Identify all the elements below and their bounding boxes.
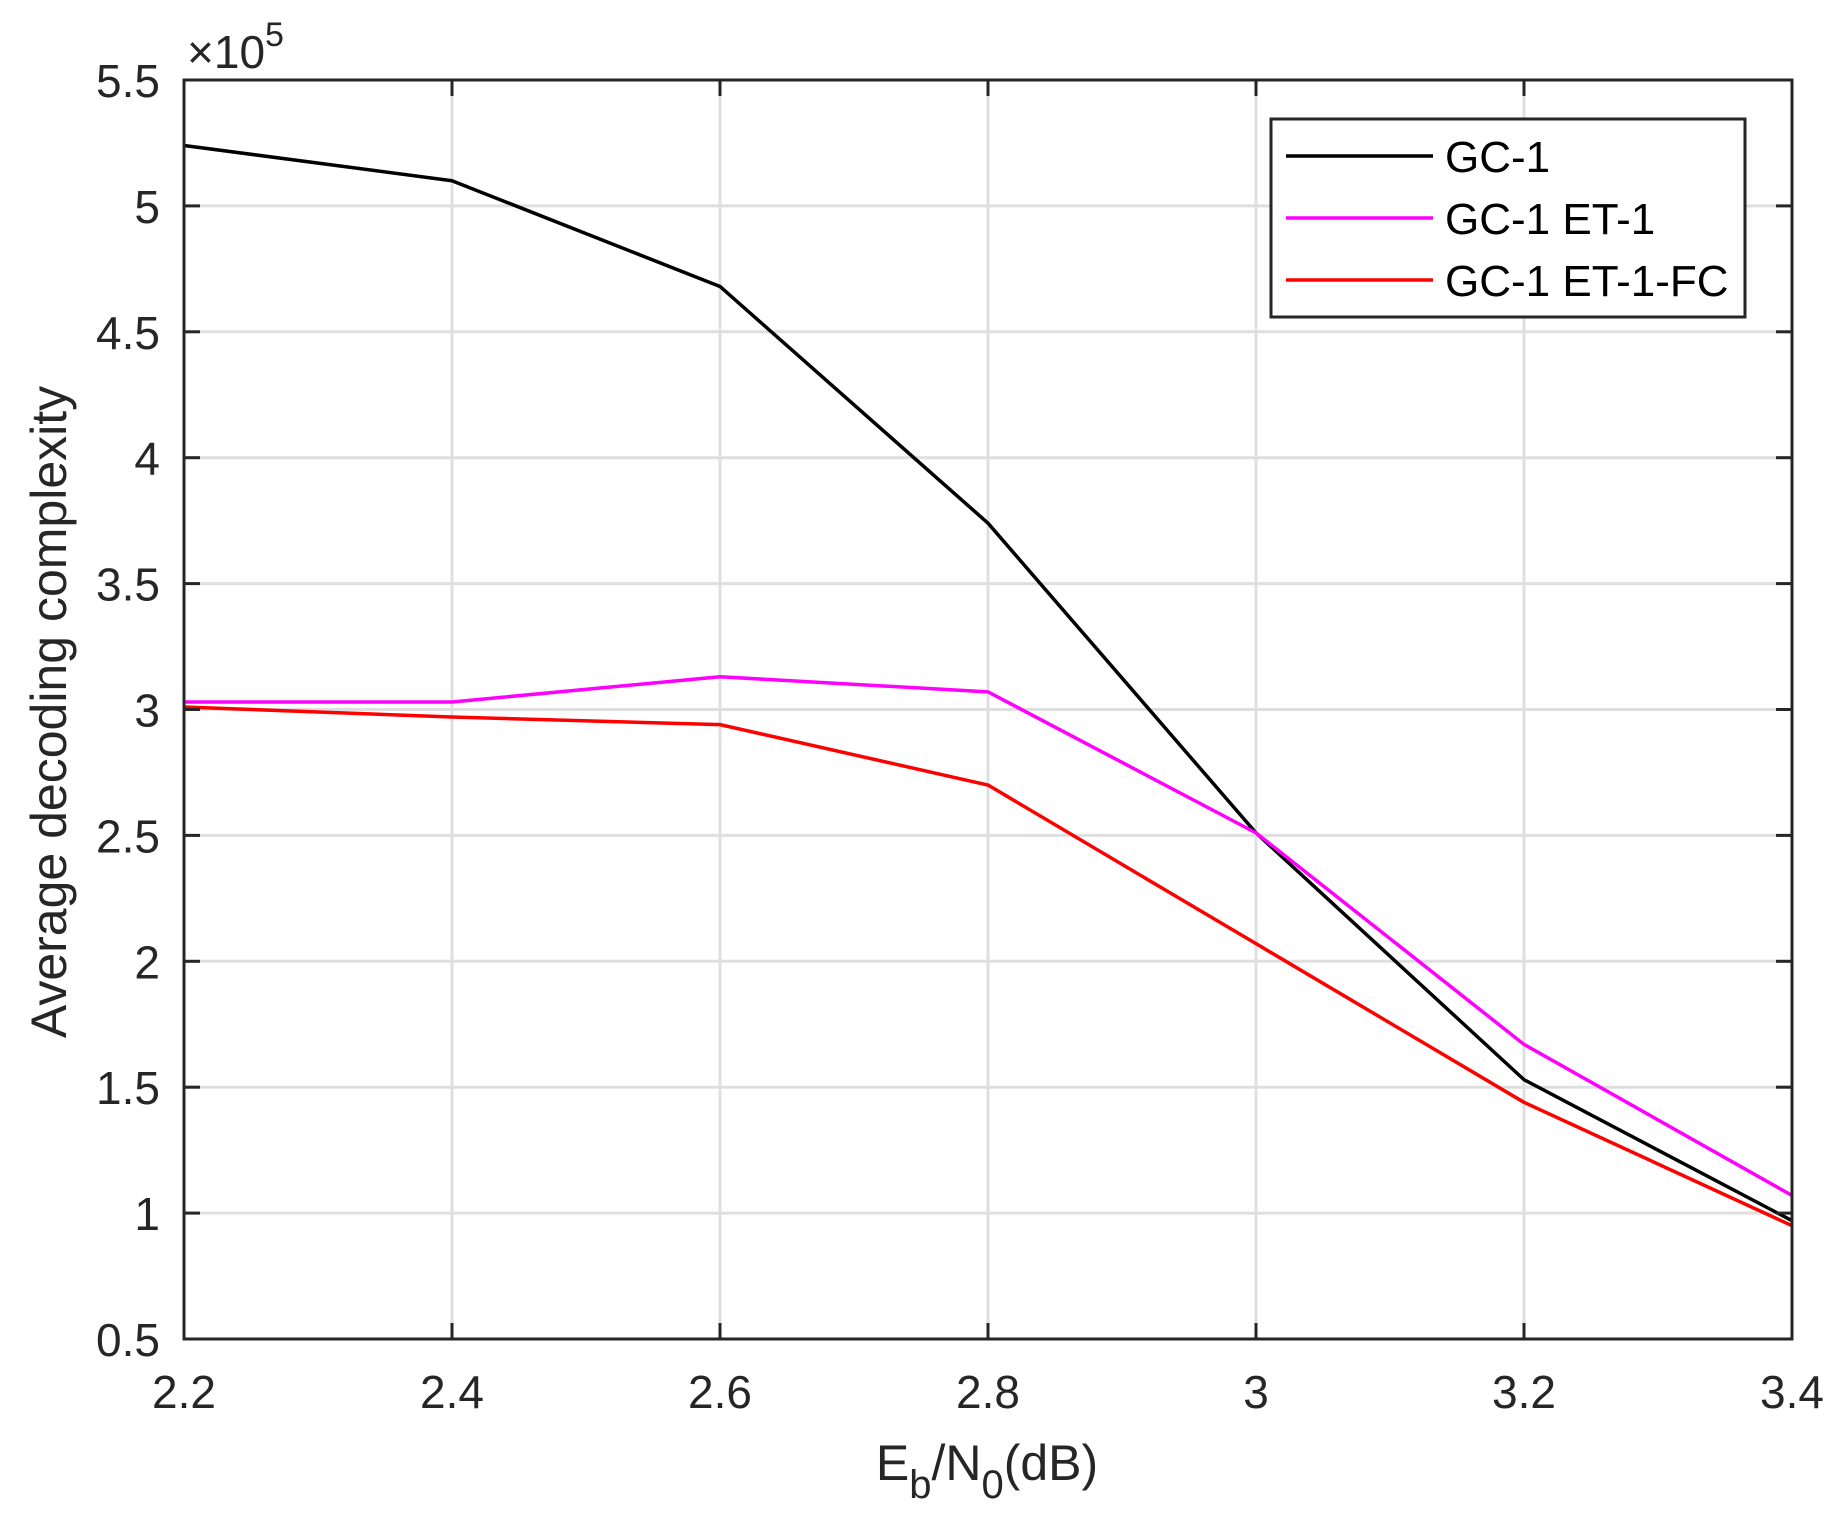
y-tick-label: 2 (134, 936, 160, 988)
legend-box (1269, 117, 1747, 319)
y-tick-label: 5 (134, 181, 160, 233)
series-line-gc-1-et-1-fc (183, 705, 1793, 1228)
series-line-gc-1 (183, 143, 1793, 1223)
x-tick-label: 2.4 (420, 1366, 484, 1418)
y-tick-label: 3.5 (96, 559, 160, 611)
legend-label: GC-1 ET-1-FC (1445, 257, 1729, 306)
y-axis-label: Average decoding complexity (21, 386, 77, 1038)
x-tick-label: 2.8 (956, 1366, 1020, 1418)
x-tick-label: 2.2 (152, 1366, 216, 1418)
x-tick-label: 3.4 (1760, 1366, 1824, 1418)
y-exponent-label: ×105 (187, 16, 284, 78)
series-line-gc-1-et-1 (184, 675, 1793, 1197)
axes-box (182, 78, 1794, 1341)
y-tick-label: 4 (134, 433, 160, 485)
legend-label: GC-1 ET-1 (1445, 195, 1655, 244)
y-tick-labels: 0.5 1 1.5 2 2.5 3 3.5 4 4.5 5 5.5 (96, 55, 160, 1366)
x-tick-label: 3 (1243, 1366, 1269, 1418)
y-tick-label: 4.5 (96, 307, 160, 359)
x-tick-label: 2.6 (688, 1366, 752, 1418)
legend: GC-1 GC-1 ET-1 GC-1 ET-1-FC (1269, 117, 1747, 319)
data-series (183, 143, 1793, 1228)
x-tick-label: 3.2 (1492, 1366, 1556, 1418)
y-tick-label: 3 (134, 685, 160, 737)
legend-label: GC-1 (1445, 133, 1550, 182)
x-tick-labels: 2.2 2.4 2.6 2.8 3 3.2 3.4 (152, 1366, 1824, 1418)
y-tick-label: 0.5 (96, 1314, 160, 1366)
y-tick-label: 5.5 (96, 55, 160, 107)
x-axis-label: Eb/N0(dB) (876, 1435, 1098, 1507)
y-tick-label: 1 (134, 1188, 160, 1240)
y-tick-label: 2.5 (96, 810, 160, 862)
y-tick-label: 1.5 (96, 1062, 160, 1114)
